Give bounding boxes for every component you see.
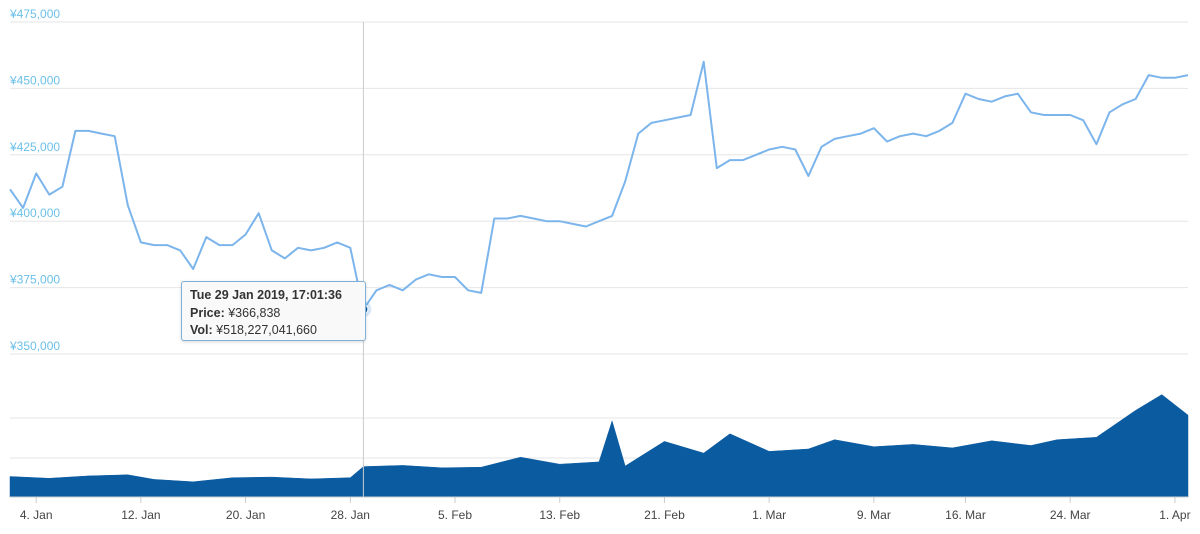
- tooltip-price-value: ¥366,838: [228, 305, 281, 320]
- tooltip-vol-label: Vol:: [190, 323, 213, 337]
- date-tick-label: 1. Mar: [752, 508, 786, 522]
- gridlines: [10, 21, 1188, 459]
- price-tick-label: ¥475,000: [9, 7, 60, 21]
- date-tick-label: 20. Jan: [226, 508, 265, 522]
- tooltip-title: Tue 29 Jan 2019, 17:01:36: [190, 288, 342, 302]
- price-tick-label: ¥400,000: [9, 206, 60, 220]
- tooltip-vol-row: Vol: ¥518,227,041,660: [190, 322, 357, 340]
- date-axis-ticks: 4. Jan 12. Jan 20. Jan 28. Jan 5. Feb 13. Feb…: [20, 497, 1191, 522]
- price-tick-label: ¥350,000: [9, 339, 60, 353]
- date-tick-label: 1. Apr: [1159, 508, 1190, 522]
- date-tick-label: 5. Feb: [438, 508, 472, 522]
- date-tick-label: 21. Feb: [644, 508, 685, 522]
- volume-area: [9, 394, 1189, 498]
- date-tick-label: 13. Feb: [539, 508, 580, 522]
- tooltip-price-label: Price:: [190, 305, 225, 320]
- date-tick-label: 28. Jan: [331, 508, 370, 522]
- tooltip: Tue 29 Jan 2019, 17:01:36 Price: ¥366,83…: [181, 281, 366, 341]
- price-line-group: [9, 60, 1189, 311]
- date-tick-label: 4. Jan: [20, 508, 53, 522]
- date-tick-label: 24. Mar: [1050, 508, 1091, 522]
- date-tick-label: 9. Mar: [857, 508, 891, 522]
- price-series: [9, 60, 1189, 311]
- price-tick-label: ¥450,000: [9, 73, 60, 87]
- volume-series: [9, 394, 1189, 498]
- tooltip-price-row: Price: ¥366,838: [190, 305, 357, 323]
- tooltip-vol-value: ¥518,227,041,660: [216, 323, 317, 337]
- price-tick-label: ¥375,000: [9, 273, 60, 287]
- price-tick-label: ¥425,000: [9, 140, 60, 154]
- date-tick-label: 16. Mar: [945, 508, 986, 522]
- price-axis-ticks: ¥475,000 ¥450,000 ¥425,000 ¥400,000 ¥375,000…: [9, 7, 60, 353]
- date-tick-label: 12. Jan: [121, 508, 160, 522]
